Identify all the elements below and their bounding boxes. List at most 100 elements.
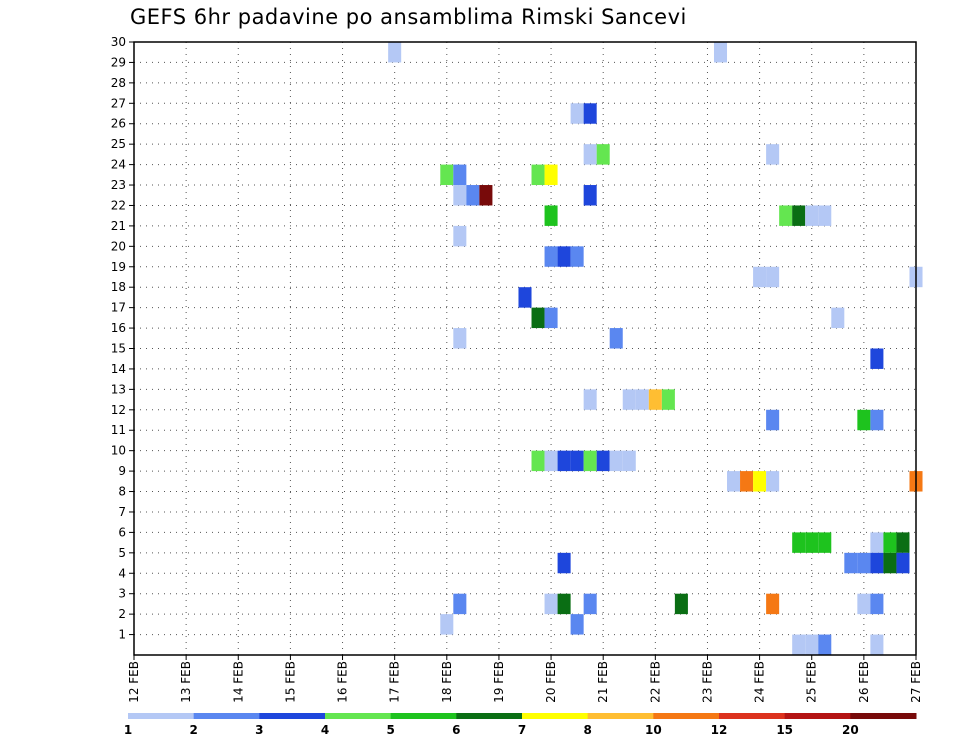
colorbar-swatch [128,713,195,719]
grid-lines [134,41,916,655]
precip-cell [792,205,806,226]
precip-cell [831,307,845,329]
precip-cell [570,246,584,267]
colorbar-swatch [259,713,326,719]
precip-cell [857,593,871,615]
precip-cell [766,266,780,288]
x-tick-label: 20 FEB [544,661,558,703]
colorbar-swatch [456,713,523,719]
precip-cell [779,205,793,226]
y-axis: 1234567891011121314151617181920212223242… [111,35,134,642]
y-tick-label: 11 [111,423,126,437]
precip-cell [557,593,571,615]
precip-cell [557,450,571,472]
x-tick-label: 15 FEB [283,661,297,703]
precip-cell [518,287,532,308]
precip-cell [453,185,467,206]
precip-cell [609,328,623,349]
y-tick-label: 19 [111,260,126,274]
precip-cell [870,552,884,574]
y-tick-label: 18 [111,280,126,294]
precip-cell [583,593,597,615]
x-tick-label: 26 FEB [857,661,871,703]
colorbar-label: 1 [124,723,132,737]
precip-cell [570,450,584,472]
precip-cell [583,103,597,124]
precip-cell [583,144,597,165]
precip-cell [622,450,636,472]
y-tick-label: 23 [111,178,126,192]
data-cells [388,42,923,655]
precip-cell [896,552,910,574]
x-tick-label: 12 FEB [127,661,141,703]
precip-cell [440,614,454,635]
y-tick-label: 28 [111,76,126,90]
x-tick-label: 23 FEB [700,661,714,703]
precip-cell [479,185,493,206]
precip-cell [818,532,832,553]
chart-title: GEFS 6hr padavine po ansamblima Rimski S… [130,5,687,29]
y-tick-label: 2 [118,607,126,621]
y-tick-label: 27 [111,96,126,110]
colorbar-label: 10 [645,723,662,737]
precip-cell [635,389,649,410]
y-tick-label: 30 [111,35,126,49]
colorbar-label: 4 [321,723,329,737]
x-tick-label: 13 FEB [179,661,193,703]
x-tick-label: 14 FEB [231,661,245,703]
y-tick-label: 3 [118,587,126,601]
y-tick-label: 24 [111,158,126,172]
colorbar-swatch [390,713,457,719]
precip-cell [544,246,558,267]
precip-cell [622,389,636,410]
colorbar-swatch [719,713,786,719]
colorbar-label: 15 [776,723,793,737]
precip-cell [713,42,728,63]
colorbar-label: 2 [189,723,197,737]
precip-cell [766,593,780,615]
y-tick-label: 9 [118,464,126,478]
precip-cell [388,42,402,63]
y-tick-label: 17 [111,301,126,315]
precip-cell [596,144,610,165]
precip-cell [544,593,558,615]
x-tick-label: 24 FEB [753,661,767,703]
precip-cell [648,389,662,410]
y-tick-label: 1 [118,628,126,642]
precip-cell [753,471,767,492]
y-tick-label: 6 [118,525,126,539]
y-tick-label: 25 [111,137,126,151]
precip-cell [844,552,858,574]
colorbar-swatch [587,713,654,719]
colorbar-label: 12 [711,723,728,737]
precip-cell [583,185,597,206]
y-tick-label: 5 [118,546,126,560]
precip-cell [818,205,832,226]
x-tick-label: 17 FEB [388,661,402,703]
colorbar-label: 8 [583,723,591,737]
x-tick-label: 22 FEB [648,661,662,703]
colorbar-swatch [784,713,851,719]
precip-cell [870,409,884,431]
y-tick-label: 21 [111,219,126,233]
precip-cell [870,593,884,615]
x-tick-label: 27 FEB [909,661,923,703]
y-tick-label: 26 [111,117,126,131]
y-tick-label: 4 [118,566,126,580]
precip-cell [531,307,545,329]
precip-cell [818,634,832,655]
precip-cell [453,593,467,615]
precip-cell [453,225,467,247]
precip-cell [766,409,780,431]
y-tick-label: 22 [111,198,126,212]
y-tick-label: 12 [111,403,126,417]
precip-cell [896,532,910,553]
precip-cell [453,328,467,349]
precip-cell [609,450,623,472]
x-tick-label: 18 FEB [440,661,454,703]
precip-cell [453,164,467,186]
y-tick-label: 16 [111,321,126,335]
precip-cell [583,389,597,410]
precip-cell [727,471,741,492]
x-axis: 12 FEB 13 FEB 14 FEB 15 FEB 16 FEB 17 FEB 18 F… [127,655,923,703]
